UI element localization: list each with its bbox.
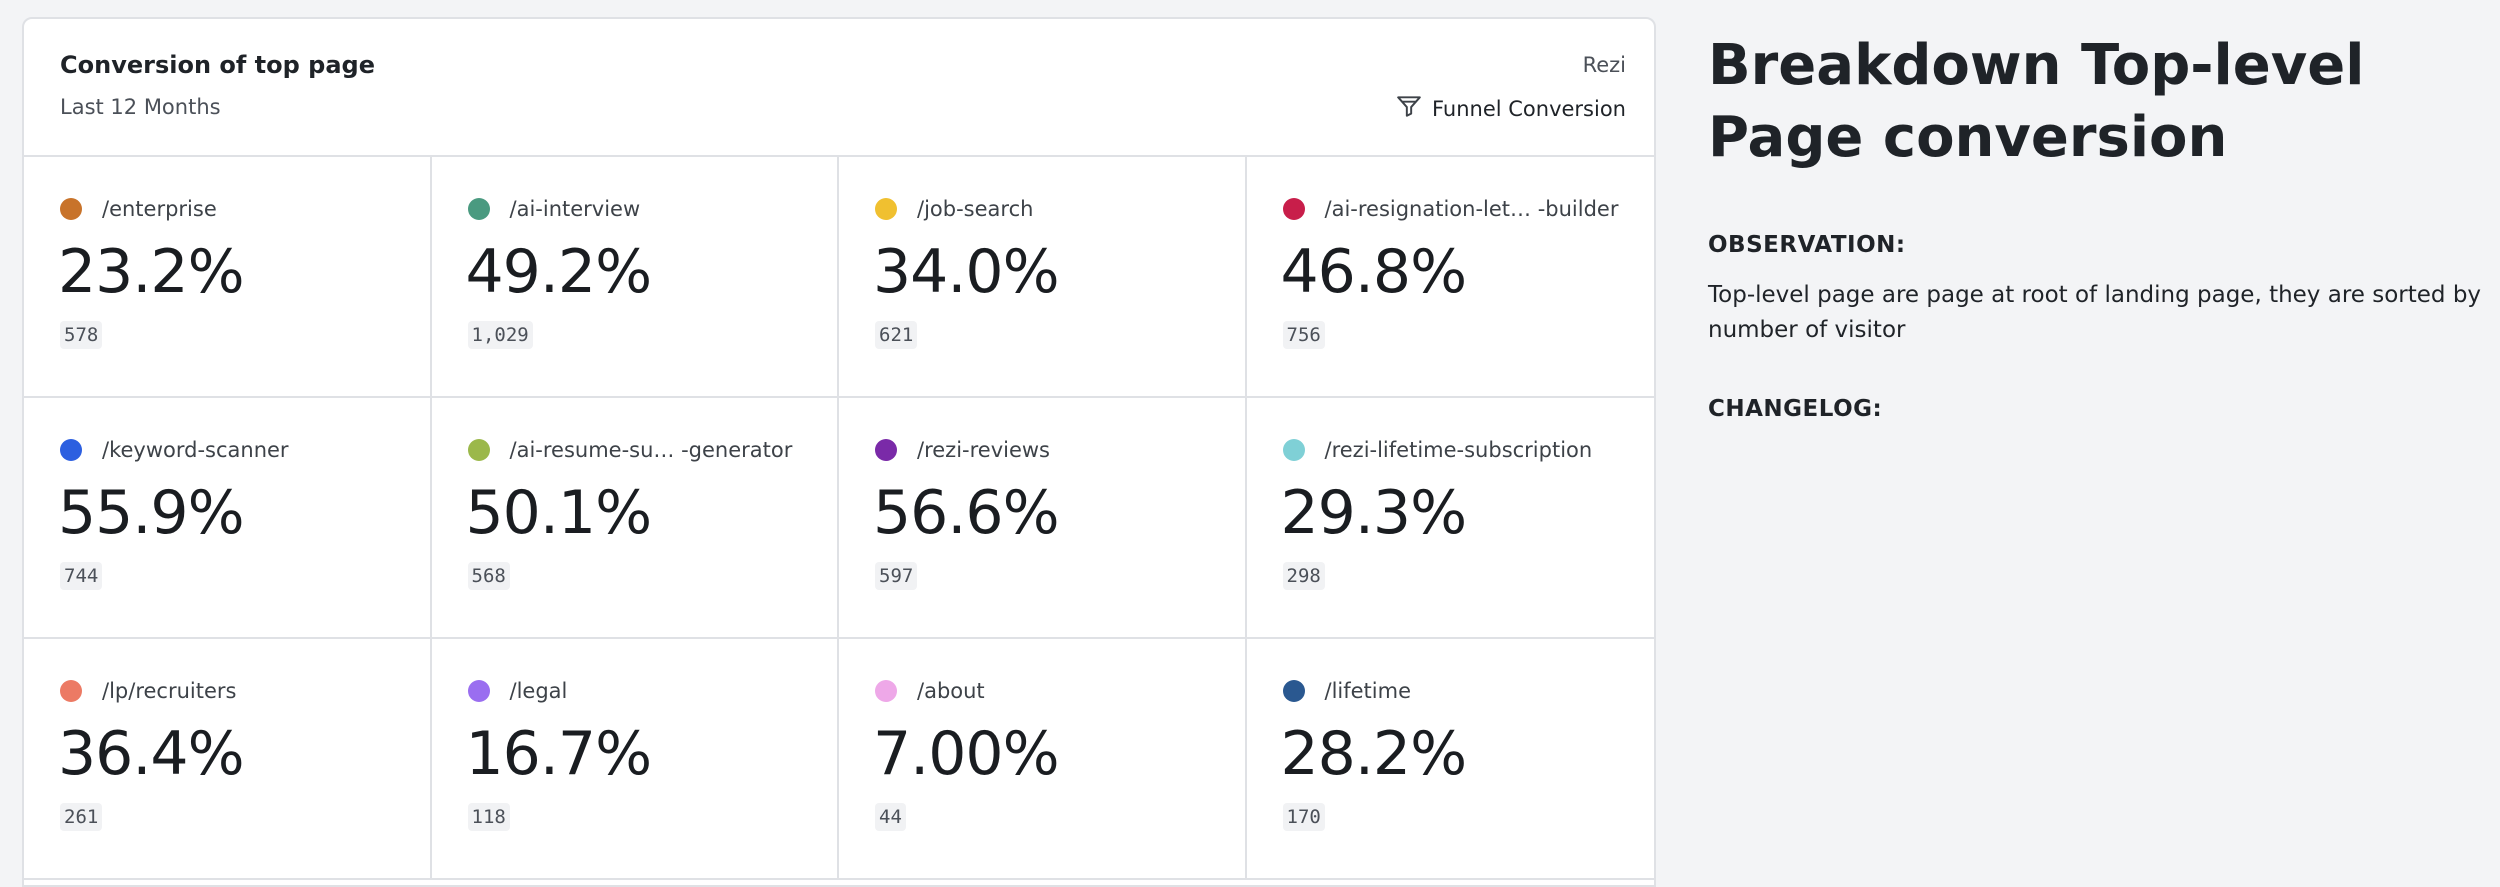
- series-color-dot: [60, 680, 82, 702]
- metric-tile[interactable]: /ai-interview 49.2% 1,029: [431, 157, 839, 398]
- tile-header: /ai-resume-su… -generator: [467, 438, 818, 462]
- metric-tile[interactable]: /about 7.00% 44: [839, 639, 1247, 880]
- observation-label: OBSERVATION:: [1708, 232, 1906, 258]
- page-path-label: /lifetime: [1324, 679, 1412, 703]
- tile-header: /rezi-reviews: [875, 438, 1225, 462]
- page-path-label: /keyword-scanner: [102, 438, 289, 462]
- conversion-percent: 56.6%: [873, 478, 1060, 548]
- visitor-count: 568: [467, 562, 510, 590]
- metric-tile[interactable]: /rezi-lifetime-subscription 29.3% 298: [1246, 398, 1654, 639]
- metric-tile[interactable]: /legal 16.7% 118: [431, 639, 839, 880]
- conversion-percent: 50.1%: [465, 478, 653, 548]
- tile-header: /rezi-lifetime-subscription: [1282, 438, 1635, 462]
- series-color-dot: [467, 439, 490, 461]
- tile-header: /job-search: [875, 197, 1225, 221]
- page-path-label: /legal: [509, 679, 568, 703]
- changelog-label: CHANGELOG:: [1708, 396, 1883, 422]
- conversion-percent: 36.4%: [58, 719, 245, 789]
- page-title: Breakdown Top-level Page conversion: [1708, 33, 2365, 170]
- page-path-label: /enterprise: [102, 197, 217, 221]
- visitor-count: 118: [467, 803, 510, 831]
- page-path-label: /job-search: [917, 197, 1034, 221]
- series-color-dot: [875, 439, 897, 461]
- visitor-count: 298: [1282, 562, 1325, 590]
- visitor-count: 261: [60, 803, 103, 831]
- conversion-percent: 46.8%: [1280, 237, 1468, 307]
- conversion-percent: 34.0%: [873, 237, 1060, 307]
- series-color-dot: [60, 198, 82, 220]
- side-panel: Breakdown Top-level Page conversion OBSE…: [1708, 30, 2488, 422]
- metric-tile[interactable]: /enterprise 23.2% 578: [24, 157, 432, 398]
- conversion-percent: 28.2%: [1280, 719, 1468, 789]
- funnel-icon: [1396, 93, 1422, 124]
- metric-tile[interactable]: /ai-resignation-let… -builder 46.8% 756: [1246, 157, 1654, 398]
- funnel-conversion-button[interactable]: Funnel Conversion: [1396, 93, 1626, 124]
- conversion-grid: /enterprise 23.2% 578/ai-interview 49.2% 1,0…: [24, 157, 1654, 880]
- visitor-count: 597: [875, 562, 918, 590]
- page-path-label: /rezi-lifetime-subscription: [1324, 438, 1593, 462]
- series-color-dot: [1282, 439, 1305, 461]
- card-subtitle: Last 12 Months: [60, 95, 221, 119]
- visitor-count: 756: [1282, 321, 1325, 349]
- tile-header: /ai-interview: [467, 197, 818, 221]
- conversion-card: Conversion of top page Last 12 Months Re…: [22, 17, 1656, 887]
- series-color-dot: [467, 198, 490, 220]
- funnel-conversion-label: Funnel Conversion: [1431, 96, 1626, 121]
- metric-tile[interactable]: /ai-resume-su… -generator 50.1% 568: [431, 398, 839, 639]
- conversion-percent: 29.3%: [1280, 478, 1468, 548]
- conversion-percent: 55.9%: [58, 478, 245, 548]
- metric-tile[interactable]: /lifetime 28.2% 170: [1246, 639, 1654, 880]
- page-path-label: /lp/recruiters: [102, 679, 237, 703]
- tile-header: /keyword-scanner: [60, 438, 410, 462]
- series-color-dot: [875, 198, 897, 220]
- metric-tile[interactable]: /lp/recruiters 36.4% 261: [24, 639, 432, 880]
- metric-tile[interactable]: /job-search 34.0% 621: [839, 157, 1247, 398]
- conversion-percent: 16.7%: [465, 719, 653, 789]
- card-header: Conversion of top page Last 12 Months Re…: [24, 19, 1654, 157]
- observation-text: Top-level page are page at root of landi…: [1708, 282, 2482, 343]
- page-path-label: /ai-interview: [509, 197, 641, 221]
- visitor-count: 578: [60, 321, 103, 349]
- tile-header: /enterprise: [60, 197, 410, 221]
- metric-tile[interactable]: /rezi-reviews 56.6% 597: [839, 398, 1247, 639]
- tile-header: /lifetime: [1282, 679, 1635, 703]
- series-color-dot: [60, 439, 82, 461]
- series-color-dot: [1282, 680, 1305, 702]
- page-path-label: /ai-resignation-let… -builder: [1324, 197, 1619, 221]
- tile-header: /lp/recruiters: [60, 679, 410, 703]
- tile-header: /legal: [467, 679, 818, 703]
- page-path-label: /rezi-reviews: [917, 438, 1050, 462]
- tile-header: /ai-resignation-let… -builder: [1282, 197, 1635, 221]
- page-path-label: /about: [917, 679, 985, 703]
- series-color-dot: [467, 680, 490, 702]
- metric-tile[interactable]: /keyword-scanner 55.9% 744: [24, 398, 432, 639]
- page-path-label: /ai-resume-su… -generator: [509, 438, 793, 462]
- data-source-label: Rezi: [1582, 53, 1626, 77]
- visitor-count: 44: [875, 803, 906, 831]
- card-title: Conversion of top page: [60, 51, 375, 79]
- visitor-count: 170: [1282, 803, 1325, 831]
- visitor-count: 621: [875, 321, 918, 349]
- series-color-dot: [875, 680, 897, 702]
- visitor-count: 1,029: [467, 321, 533, 349]
- tile-header: /about: [875, 679, 1225, 703]
- conversion-percent: 7.00%: [873, 719, 1060, 789]
- series-color-dot: [1282, 198, 1305, 220]
- visitor-count: 744: [60, 562, 103, 590]
- conversion-percent: 23.2%: [58, 237, 245, 307]
- conversion-percent: 49.2%: [465, 237, 653, 307]
